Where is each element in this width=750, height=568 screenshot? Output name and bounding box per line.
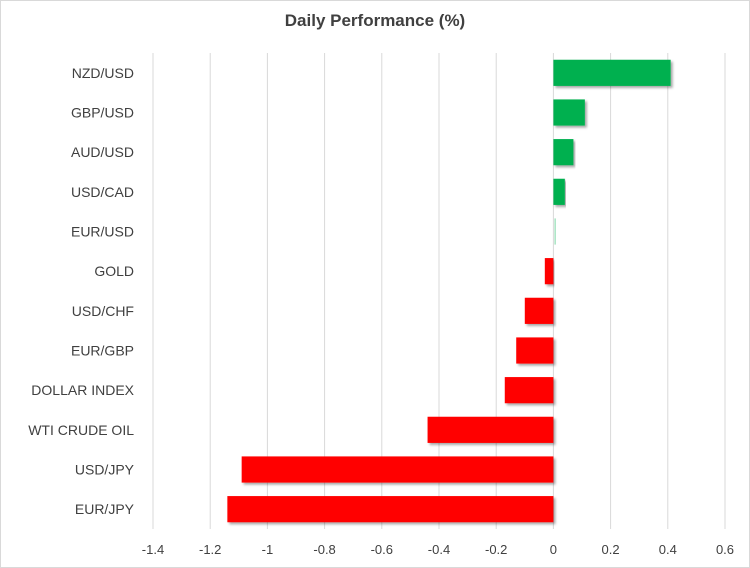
category-label: EUR/USD: [71, 224, 134, 240]
x-tick-label: 0: [550, 542, 557, 557]
bar-wti-crude-oil: [427, 416, 554, 443]
gridlines: [152, 53, 726, 529]
category-label: USD/CHF: [72, 303, 134, 319]
category-label: USD/CAD: [71, 184, 134, 200]
category-label: GOLD: [94, 263, 134, 279]
x-tick-label: -0.4: [428, 542, 450, 557]
x-tick-label: 0.2: [602, 542, 620, 557]
bar-usd-chf: [524, 297, 554, 324]
bar-dollar-index: [504, 377, 554, 404]
x-tick-label: -0.2: [485, 542, 507, 557]
x-tick-label: 0.6: [716, 542, 734, 557]
bar-eur-jpy: [227, 496, 554, 523]
category-label: DOLLAR INDEX: [31, 382, 134, 398]
category-labels: NZD/USD GBP/USD AUD/USD USD/CAD EUR/USD GOLD U…: [28, 65, 134, 517]
bar-aud-usd: [553, 139, 574, 166]
x-tick-label: -0.6: [371, 542, 393, 557]
category-label: NZD/USD: [72, 65, 134, 81]
bar-eur-gbp: [516, 337, 554, 364]
x-tick-labels: -1.4 -1.2 -1 -0.8 -0.6 -0.4 -0.2 0 0.2 0.4 0.6: [142, 542, 734, 557]
bar-nzd-usd: [553, 59, 671, 86]
category-label: EUR/GBP: [71, 343, 134, 359]
x-tick-label: 0.4: [659, 542, 677, 557]
category-label: WTI CRUDE OIL: [28, 422, 134, 438]
chart-title: Daily Performance (%): [284, 11, 466, 30]
bar-eur-usd: [554, 218, 556, 245]
bar-usd-jpy: [241, 456, 554, 483]
bar-usd-cad: [553, 178, 565, 205]
bars: [227, 59, 671, 523]
category-label: AUD/USD: [71, 144, 134, 160]
x-tick-label: -0.8: [313, 542, 335, 557]
x-tick-label: -1.2: [199, 542, 221, 557]
x-tick-label: -1.4: [142, 542, 164, 557]
bar-gold: [544, 258, 554, 285]
category-label: GBP/USD: [71, 105, 134, 121]
category-label: EUR/JPY: [75, 501, 135, 517]
x-tick-label: -1: [262, 542, 274, 557]
category-label: USD/JPY: [75, 462, 135, 478]
bar-gbp-usd: [553, 99, 585, 126]
